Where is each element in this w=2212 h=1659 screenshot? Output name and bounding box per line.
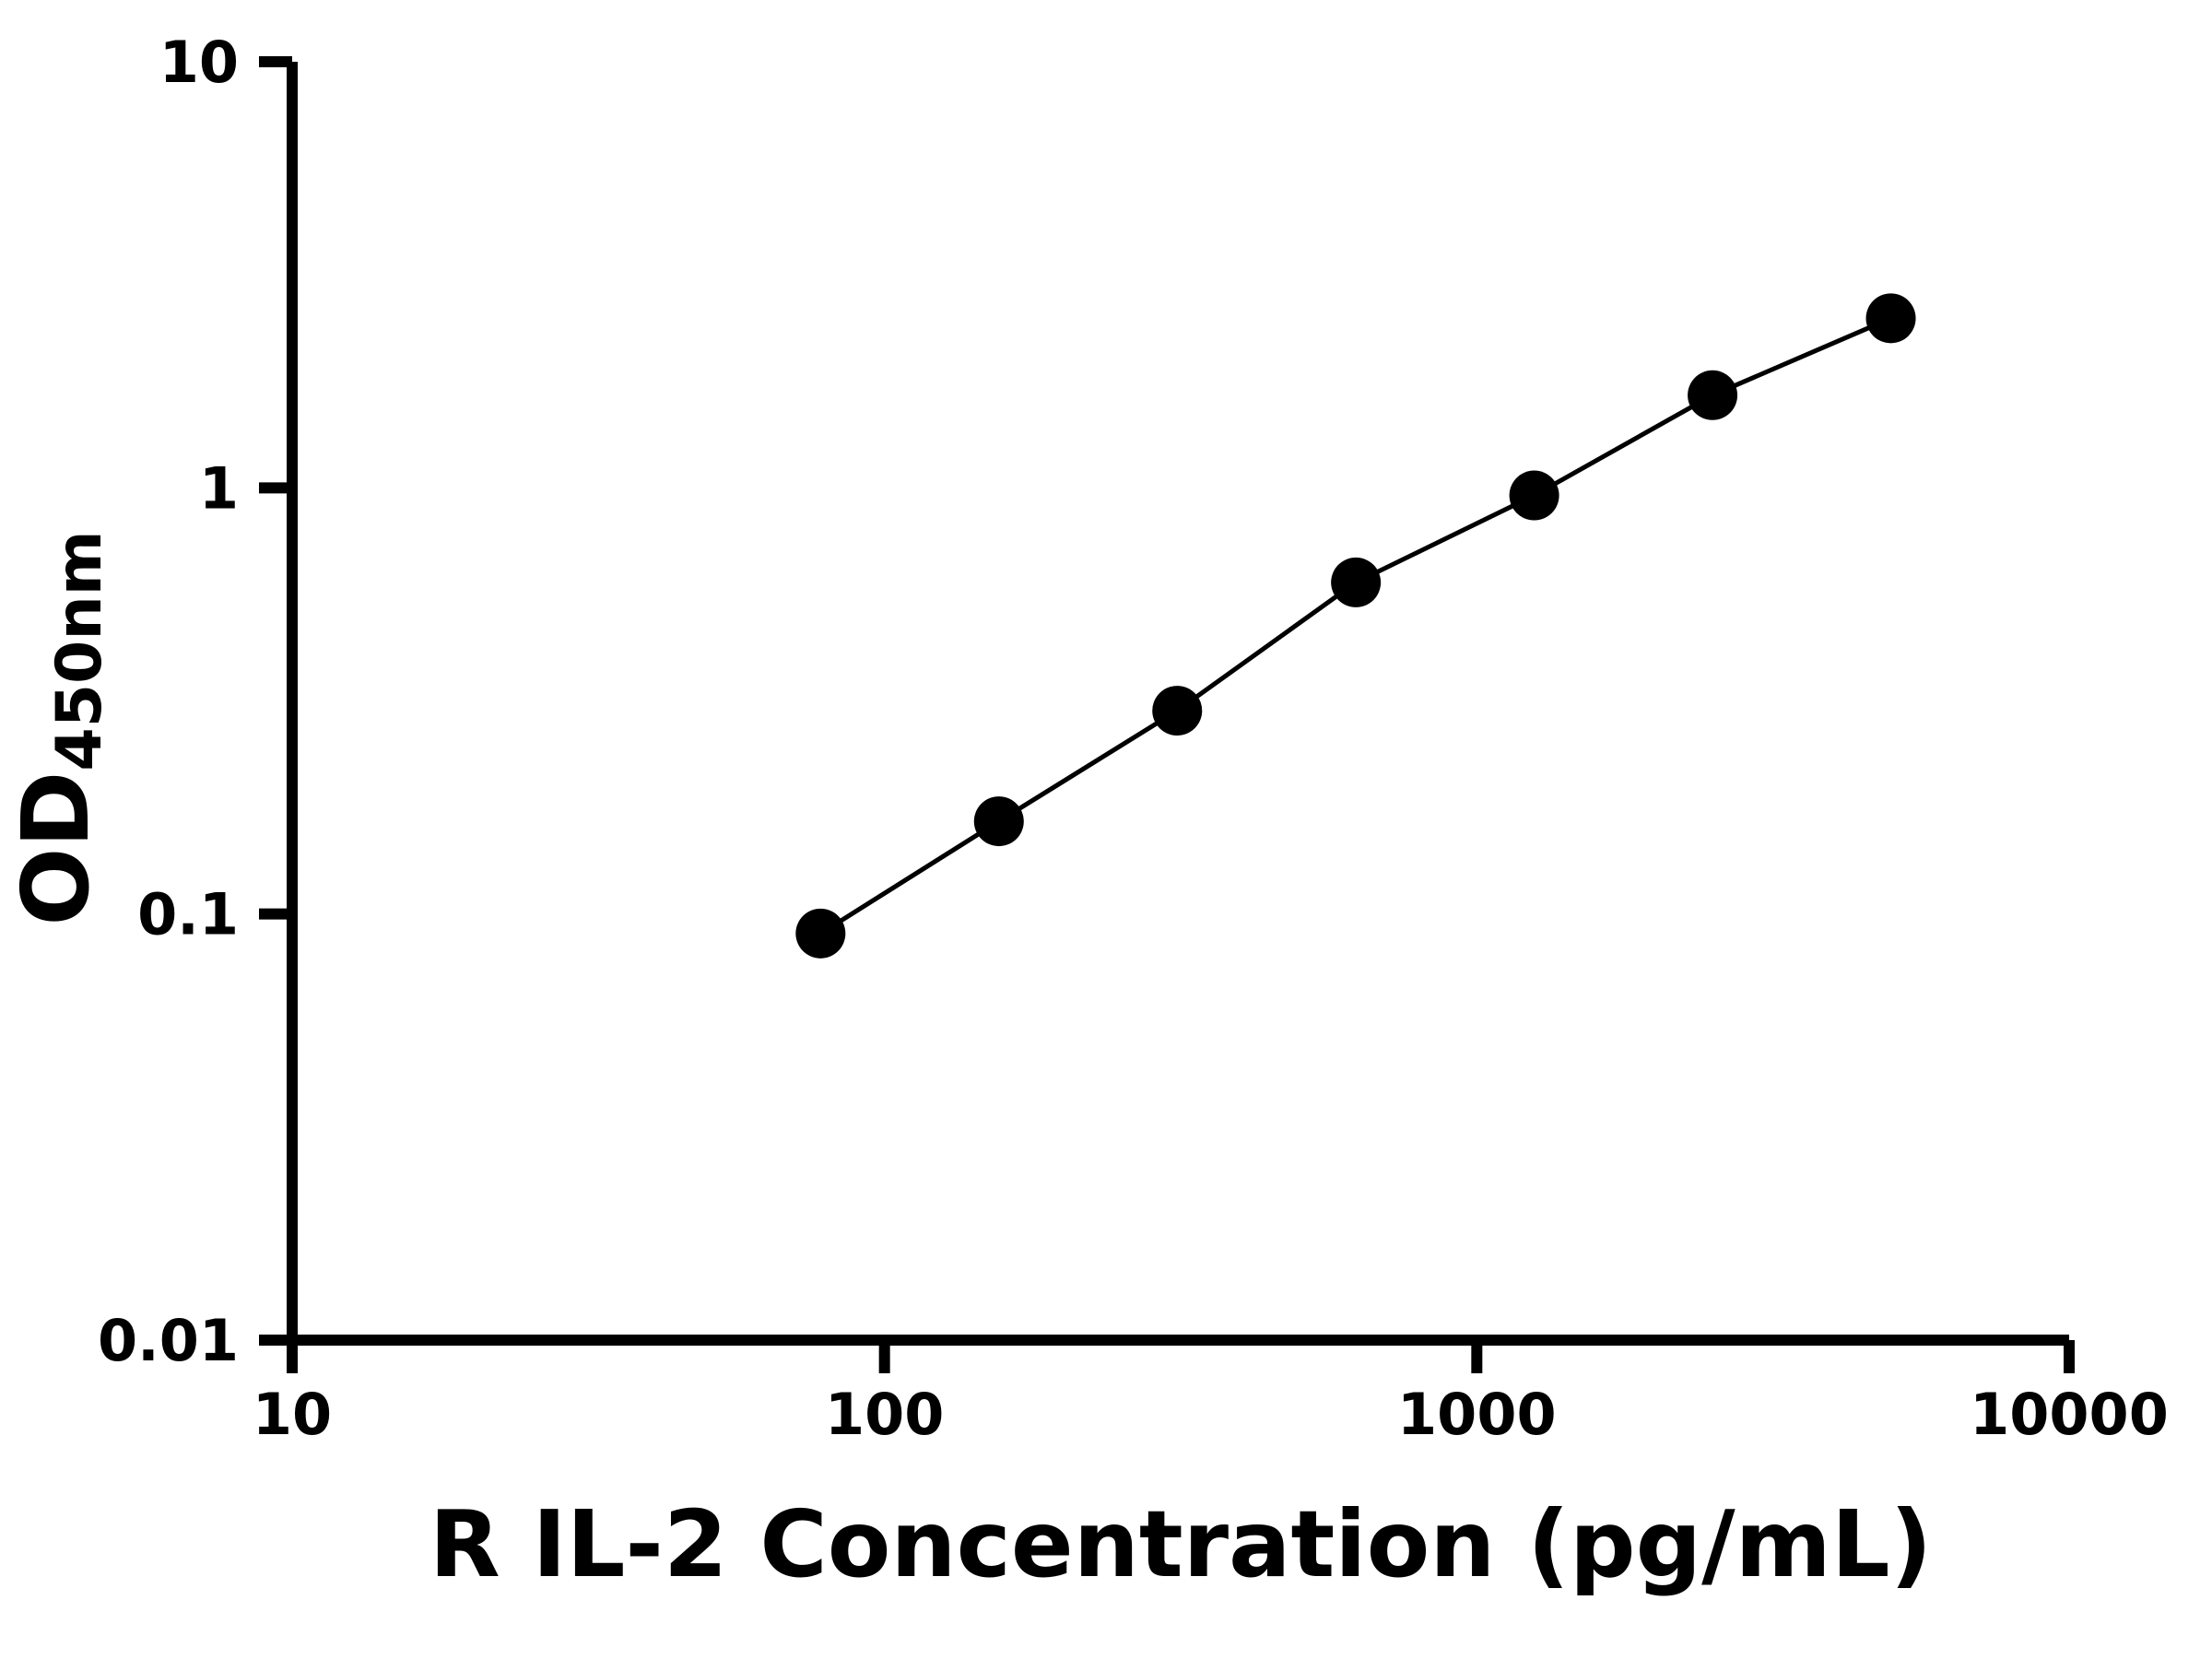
y-tick-label: 0.01 [98,1307,239,1374]
data-point [1688,370,1738,420]
data-point [973,796,1024,847]
y-axis-label-subscript: 450nm [43,530,116,771]
x-tick-label: 10000 [1970,1381,2169,1448]
x-tick-label: 100 [825,1381,944,1448]
data-point [795,908,846,959]
x-tick-label: 10 [253,1381,332,1448]
data-point [1152,686,1203,736]
axis-spines [287,62,2069,1346]
data-point [1331,557,1382,607]
x-axis-label: R IL-2 Concentration (pg/mL) [429,1490,1933,1598]
data-point [1509,470,1559,521]
x-tick-label: 1000 [1397,1381,1557,1448]
y-axis-label: OD450nm [2,530,116,925]
plot-area: 10 100 1000 10000 10 1 0.1 0.01 [98,29,2169,1448]
y-tick-label: 10 [159,29,239,96]
y-tick-label: 0.1 [137,881,239,948]
data-point [1865,293,1916,344]
y-axis-label-main: OD [2,771,110,926]
y-tick-label: 1 [199,454,239,522]
